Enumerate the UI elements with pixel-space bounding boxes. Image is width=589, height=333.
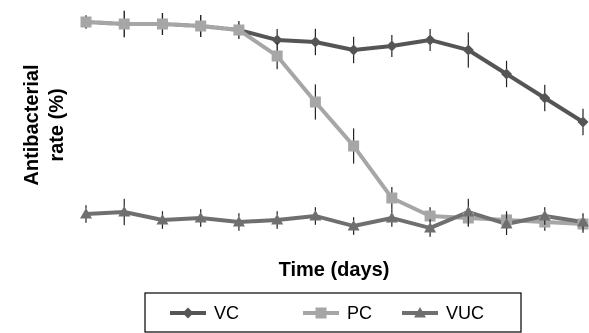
- legend-label-vc: VC: [214, 303, 239, 323]
- data-point-vuc: [156, 214, 169, 225]
- legend: VC PC VUC: [144, 292, 522, 333]
- data-point-vuc: [538, 210, 551, 221]
- data-point-pc: [156, 18, 168, 30]
- data-point-vc: [462, 44, 474, 56]
- series-line-pc: [84, 20, 585, 226]
- data-point-pc: [271, 50, 283, 62]
- legend-label-pc: PC: [347, 303, 372, 323]
- data-point-pc: [233, 24, 245, 36]
- data-point-vuc: [347, 220, 360, 231]
- data-point-vuc: [500, 218, 513, 229]
- data-point-vuc: [271, 214, 284, 225]
- data-point-vuc: [577, 216, 589, 227]
- data-point-pc: [348, 140, 360, 152]
- legend-label-vuc: VUC: [446, 303, 484, 323]
- data-point-vuc: [309, 210, 322, 221]
- data-point-vc: [424, 34, 436, 46]
- data-point-vuc: [118, 206, 131, 217]
- data-point-vc: [309, 36, 321, 48]
- data-point-vc: [271, 34, 283, 46]
- data-point-vuc: [232, 216, 245, 227]
- data-point-vuc: [385, 212, 398, 223]
- data-point-pc: [424, 210, 436, 222]
- legend-marker-pc: [315, 307, 327, 319]
- data-point-vc: [386, 40, 398, 52]
- series-line-vuc: [84, 210, 585, 230]
- data-point-vc: [501, 68, 513, 80]
- legend-marker-vuc: [414, 307, 426, 318]
- data-point-vc: [348, 44, 360, 56]
- data-point-vc: [577, 116, 589, 128]
- data-point-vc: [539, 92, 551, 104]
- data-point-vuc: [424, 222, 437, 233]
- data-point-pc: [309, 96, 321, 108]
- data-point-pc: [80, 16, 92, 28]
- data-point-pc: [386, 192, 398, 204]
- data-point-vuc: [194, 212, 207, 223]
- y-axis-label-line-1: Antibacterial: [21, 64, 43, 185]
- y-axis-label-line-2: rate (%): [46, 88, 68, 161]
- legend-marker-vc: [182, 307, 194, 319]
- data-point-pc: [195, 20, 207, 32]
- plot-area: [80, 10, 589, 237]
- data-point-vuc: [80, 208, 92, 219]
- data-point-vuc: [462, 206, 475, 217]
- x-axis-label: Time (days): [279, 259, 390, 281]
- data-point-pc: [118, 18, 130, 30]
